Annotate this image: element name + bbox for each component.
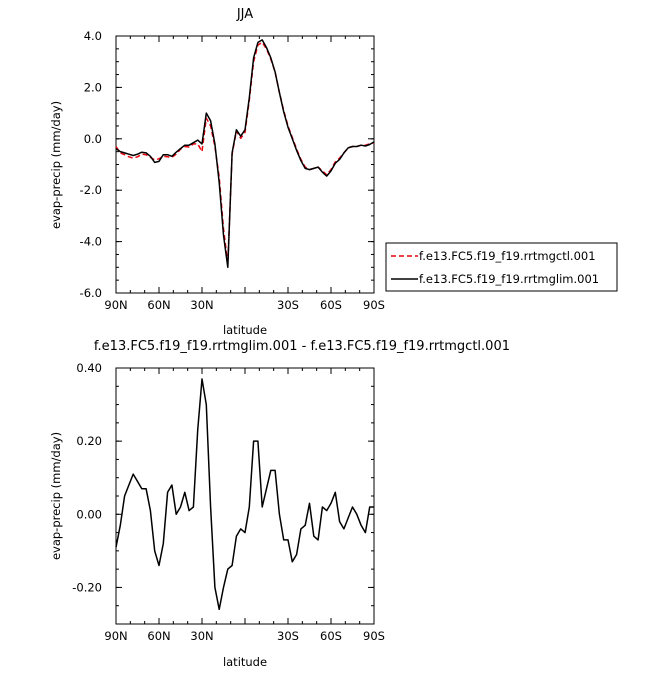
legend-box xyxy=(385,242,618,292)
bottom-xtick-label: 90N xyxy=(104,629,127,643)
top-ytick-label: 0.0 xyxy=(84,132,102,146)
bottom-xtick-label: 30S xyxy=(277,629,299,643)
bottom-ytick-label: 0.40 xyxy=(76,361,102,375)
top-ytick-label: -4.0 xyxy=(80,235,102,249)
bottom-ytick-label: 0.00 xyxy=(76,507,102,521)
legend-label-ctl: f.e13.FC5.f19_f19.rrtmgctl.001 xyxy=(419,249,596,263)
top-ytick-label: -2.0 xyxy=(80,183,102,197)
bottom-xtick-label: 60S xyxy=(320,629,342,643)
bottom-ytick-label: 0.20 xyxy=(76,434,102,448)
bottom-xtick-label: 60N xyxy=(147,629,170,643)
legend-label-lim: f.e13.FC5.f19_f19.rrtmglim.001 xyxy=(419,272,599,286)
bottom-title: f.e13.FC5.f19_f19.rrtmglim.001 - f.e13.F… xyxy=(94,339,510,354)
top-ytick-label: 2.0 xyxy=(84,80,102,94)
bottom-ytick-label: -0.20 xyxy=(72,580,102,594)
bottom-plot-area: 90N 60N 30N 30S 60S 90S -0.20 0.00 0.20 0.40 xyxy=(72,361,385,643)
top-ylabel: evap-precip (mm/day) xyxy=(49,101,63,229)
bottom-xlabel: latitude xyxy=(223,655,267,669)
top-series-line-1 xyxy=(115,39,375,269)
top-xtick-label: 30S xyxy=(277,298,299,312)
top-xtick-label: 60N xyxy=(147,298,170,312)
top-ytick-label: 4.0 xyxy=(84,29,102,43)
top-xtick-label: 30N xyxy=(190,298,213,312)
top-xlabel: latitude xyxy=(223,323,267,337)
bottom-xtick-label: 90S xyxy=(363,629,385,643)
bottom-xtick-label: 30N xyxy=(190,629,213,643)
chart-bottom: f.e13.FC5.f19_f19.rrtmglim.001 - f.e13.F… xyxy=(49,339,510,669)
bottom-ylabel: evap-precip (mm/day) xyxy=(49,432,63,560)
top-ytick-label: -6.0 xyxy=(80,286,102,300)
top-title: JJA xyxy=(236,7,253,22)
top-series-line-0 xyxy=(115,41,375,265)
legend: f.e13.FC5.f19_f19.rrtmgctl.001 f.e13.FC5… xyxy=(385,242,618,292)
top-xtick-label: 60S xyxy=(320,298,342,312)
chart-top: JJA 90N 60N 30N 30S 60S 90S -6.0 -4.0 -2.0 0.0 2.0… xyxy=(49,7,385,337)
top-xtick-label: 90S xyxy=(363,298,385,312)
bottom-series-line-0 xyxy=(115,378,374,611)
top-plot-area: 90N 60N 30N 30S 60S 90S -6.0 -4.0 -2.0 0.0 2.0 4.0 xyxy=(80,29,385,312)
top-xtick-label: 90N xyxy=(104,298,127,312)
